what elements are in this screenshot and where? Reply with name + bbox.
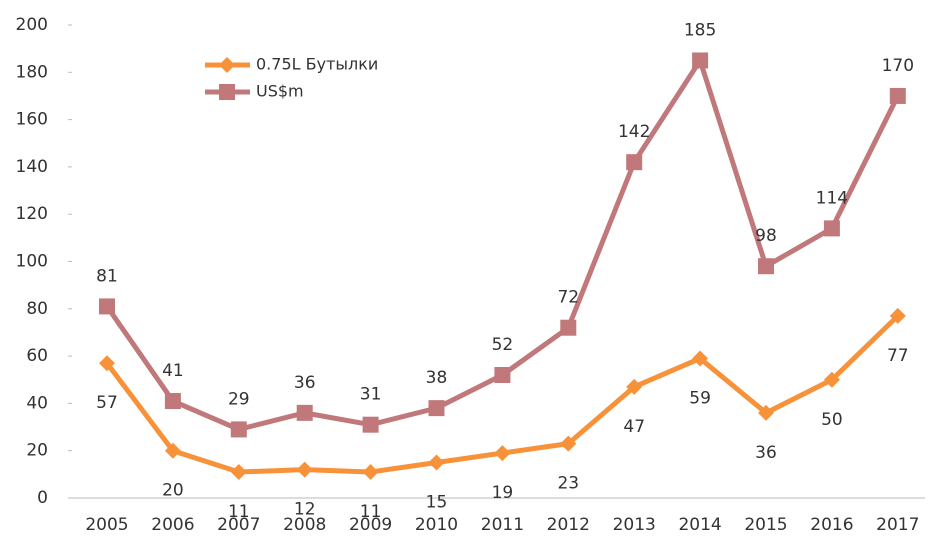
data-label: 15 xyxy=(426,493,448,513)
marker xyxy=(428,400,445,417)
x-tick-label: 2009 xyxy=(349,515,392,535)
marker xyxy=(823,220,840,237)
x-tick-label: 2008 xyxy=(283,515,326,535)
marker xyxy=(626,154,643,171)
y-tick-label: 40 xyxy=(26,393,48,413)
x-tick-label: 2011 xyxy=(481,515,524,535)
y-tick-label: 80 xyxy=(26,299,48,319)
x-tick-label: 2013 xyxy=(613,515,656,535)
x-tick-label: 2010 xyxy=(415,515,458,535)
marker xyxy=(362,463,379,480)
marker xyxy=(296,404,313,421)
marker xyxy=(692,52,709,69)
data-label: 142 xyxy=(618,122,650,142)
data-label: 11 xyxy=(228,502,250,522)
data-label: 38 xyxy=(426,368,448,388)
marker xyxy=(823,371,840,388)
marker xyxy=(758,258,774,275)
y-tick-label: 120 xyxy=(16,204,48,224)
marker xyxy=(889,307,906,324)
marker xyxy=(560,435,577,452)
marker xyxy=(164,393,181,410)
data-label: 98 xyxy=(755,226,777,246)
legend-label: 0.75L Бутылки xyxy=(256,55,378,74)
marker xyxy=(230,463,247,480)
marker xyxy=(494,445,511,462)
y-tick-label: 180 xyxy=(16,62,48,82)
marker xyxy=(428,454,445,471)
marker xyxy=(889,87,906,104)
data-label: 36 xyxy=(294,373,316,393)
marker xyxy=(626,378,643,395)
x-tick-label: 2017 xyxy=(876,515,919,535)
data-label: 77 xyxy=(887,346,909,366)
data-label: 52 xyxy=(492,335,514,355)
y-tick-label: 0 xyxy=(37,488,48,508)
y-tick-label: 140 xyxy=(16,157,48,177)
data-label: 59 xyxy=(689,388,711,408)
data-label: 47 xyxy=(623,417,645,437)
data-label: 185 xyxy=(684,20,716,40)
x-tick-label: 2014 xyxy=(678,515,721,535)
data-label: 81 xyxy=(96,266,118,286)
marker xyxy=(758,404,774,421)
data-label: 20 xyxy=(162,481,184,501)
data-label: 11 xyxy=(360,502,382,522)
x-tick-label: 2006 xyxy=(151,515,194,535)
data-label: 36 xyxy=(755,443,777,463)
marker xyxy=(164,442,181,459)
marker xyxy=(230,421,247,438)
data-label: 31 xyxy=(360,385,382,405)
marker xyxy=(362,416,379,433)
marker xyxy=(692,350,709,367)
y-tick-label: 100 xyxy=(16,252,48,272)
marker xyxy=(219,57,235,73)
data-label: 57 xyxy=(96,393,118,413)
x-tick-label: 2007 xyxy=(217,515,260,535)
y-tick-label: 200 xyxy=(16,15,48,35)
marker xyxy=(494,367,511,384)
marker xyxy=(99,298,115,315)
data-label: 170 xyxy=(882,56,914,76)
data-label: 29 xyxy=(228,389,250,409)
y-tick-label: 160 xyxy=(16,110,48,130)
marker xyxy=(296,461,313,478)
marker xyxy=(560,319,577,336)
x-tick-label: 2016 xyxy=(810,515,853,535)
y-tick-label: 60 xyxy=(26,346,48,366)
data-label: 114 xyxy=(816,188,848,208)
data-label: 19 xyxy=(492,483,514,503)
marker xyxy=(219,84,235,100)
data-label: 50 xyxy=(821,410,843,430)
x-tick-label: 2015 xyxy=(744,515,787,535)
data-label: 41 xyxy=(162,361,184,381)
x-tick-label: 2005 xyxy=(85,515,128,535)
data-label: 23 xyxy=(557,474,579,494)
data-label: 72 xyxy=(557,288,579,308)
legend-label: US$m xyxy=(256,82,304,101)
marker xyxy=(99,355,115,372)
y-tick-label: 20 xyxy=(26,441,48,461)
x-tick-label: 2012 xyxy=(547,515,590,535)
data-label: 12 xyxy=(294,500,316,520)
